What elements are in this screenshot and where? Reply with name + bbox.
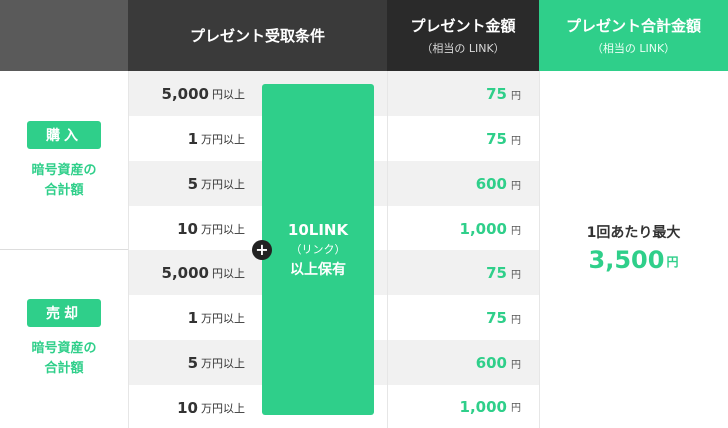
description-line: 合計額 bbox=[44, 361, 84, 376]
description-line: 合計額 bbox=[44, 183, 84, 198]
sale-badge: 売却 bbox=[27, 299, 101, 327]
column-divider bbox=[539, 71, 540, 428]
amount-value: 75 bbox=[486, 263, 507, 282]
condition-unit: 円以上 bbox=[212, 266, 245, 280]
header-condition: プレゼント受取条件 bbox=[128, 0, 387, 71]
description-line: 暗号資産の bbox=[31, 341, 97, 356]
condition-unit: 万円以上 bbox=[201, 222, 245, 236]
amount-cell: 75 円 bbox=[387, 71, 539, 116]
header-amount: プレゼント金額 （相当の LINK） bbox=[387, 0, 539, 71]
group-divider bbox=[0, 249, 128, 250]
condition-text: 5,000 円以上 bbox=[162, 71, 245, 116]
amount-cell: 1,000 円 bbox=[387, 206, 539, 251]
amount-cell: 600 円 bbox=[387, 340, 539, 385]
header-total: プレゼント合計金額 （相当の LINK） bbox=[539, 0, 728, 71]
condition-text: 5 万円以上 bbox=[188, 340, 245, 385]
condition-text: 1 万円以上 bbox=[188, 116, 245, 161]
amount-unit: 円 bbox=[511, 181, 521, 192]
amount-unit: 円 bbox=[511, 403, 521, 414]
amount-unit: 円 bbox=[511, 136, 521, 147]
condition-number: 5,000 bbox=[161, 84, 209, 103]
holding-reading: （リンク） bbox=[290, 242, 346, 256]
amount-value: 75 bbox=[486, 308, 507, 327]
condition-unit: 万円以上 bbox=[201, 177, 245, 191]
condition-unit: 万円以上 bbox=[201, 356, 245, 370]
condition-number: 5 bbox=[187, 174, 198, 193]
description-line: 暗号資産の bbox=[31, 163, 97, 178]
purchase-badge: 購入 bbox=[27, 121, 101, 149]
condition-text: 1 万円以上 bbox=[188, 295, 245, 340]
plus-icon: + bbox=[252, 240, 272, 260]
header-total-title: プレゼント合計金額 bbox=[565, 17, 701, 35]
condition-unit: 円以上 bbox=[212, 87, 245, 101]
condition-number: 10 bbox=[177, 398, 198, 417]
column-divider bbox=[387, 71, 388, 428]
header-condition-label: プレゼント受取条件 bbox=[189, 27, 325, 45]
purchase-group: 購入 暗号資産の 合計額 bbox=[0, 121, 128, 201]
amount-cell: 1,000 円 bbox=[387, 385, 539, 428]
amount-unit: 円 bbox=[511, 270, 521, 281]
condition-unit: 万円以上 bbox=[201, 311, 245, 325]
holding-amount: 10LINK bbox=[287, 220, 349, 239]
condition-text: 10 万円以上 bbox=[177, 206, 245, 251]
amount-unit: 円 bbox=[511, 360, 521, 371]
header-total-sub: （相当の LINK） bbox=[591, 42, 676, 55]
condition-number: 5 bbox=[187, 353, 198, 372]
amount-value: 75 bbox=[486, 129, 507, 148]
link-holding-box: 10LINK （リンク） 以上保有 bbox=[262, 84, 374, 415]
total-amount: 3,500 bbox=[588, 246, 665, 274]
header-blank bbox=[0, 0, 128, 71]
amount-unit: 円 bbox=[511, 315, 521, 326]
amount-value: 600 bbox=[475, 353, 507, 372]
amount-cell: 600 円 bbox=[387, 161, 539, 206]
amount-unit: 円 bbox=[511, 91, 521, 102]
amount-value: 75 bbox=[486, 84, 507, 103]
total-present: 1回あたり最大 3,500 円 bbox=[539, 222, 728, 274]
purchase-description: 暗号資産の 合計額 bbox=[31, 161, 96, 201]
amount-value: 1,000 bbox=[459, 397, 507, 416]
amount-unit: 円 bbox=[511, 226, 521, 237]
amount-cell: 75 円 bbox=[387, 116, 539, 161]
amount-cell: 75 円 bbox=[387, 295, 539, 340]
condition-unit: 万円以上 bbox=[201, 401, 245, 415]
sale-description: 暗号資産の 合計額 bbox=[31, 339, 96, 379]
total-unit: 円 bbox=[666, 255, 679, 269]
condition-unit: 万円以上 bbox=[201, 132, 245, 146]
condition-number: 1 bbox=[187, 308, 198, 327]
condition-number: 5,000 bbox=[161, 263, 209, 282]
condition-number: 1 bbox=[187, 129, 198, 148]
total-label: 1回あたり最大 bbox=[586, 225, 681, 241]
column-divider bbox=[128, 71, 129, 428]
header-amount-title: プレゼント金額 bbox=[410, 17, 516, 35]
condition-text: 5 万円以上 bbox=[188, 161, 245, 206]
condition-text: 5,000 円以上 bbox=[162, 250, 245, 295]
holding-condition: 以上保有 bbox=[290, 261, 346, 278]
condition-text: 10 万円以上 bbox=[177, 385, 245, 428]
condition-number: 10 bbox=[177, 219, 198, 238]
sale-group: 売却 暗号資産の 合計額 bbox=[0, 299, 128, 379]
amount-cell: 75 円 bbox=[387, 250, 539, 295]
header-amount-sub: （相当の LINK） bbox=[421, 42, 505, 55]
total-value: 3,500 円 bbox=[589, 246, 679, 274]
amount-value: 1,000 bbox=[459, 219, 507, 238]
amount-value: 600 bbox=[475, 174, 507, 193]
